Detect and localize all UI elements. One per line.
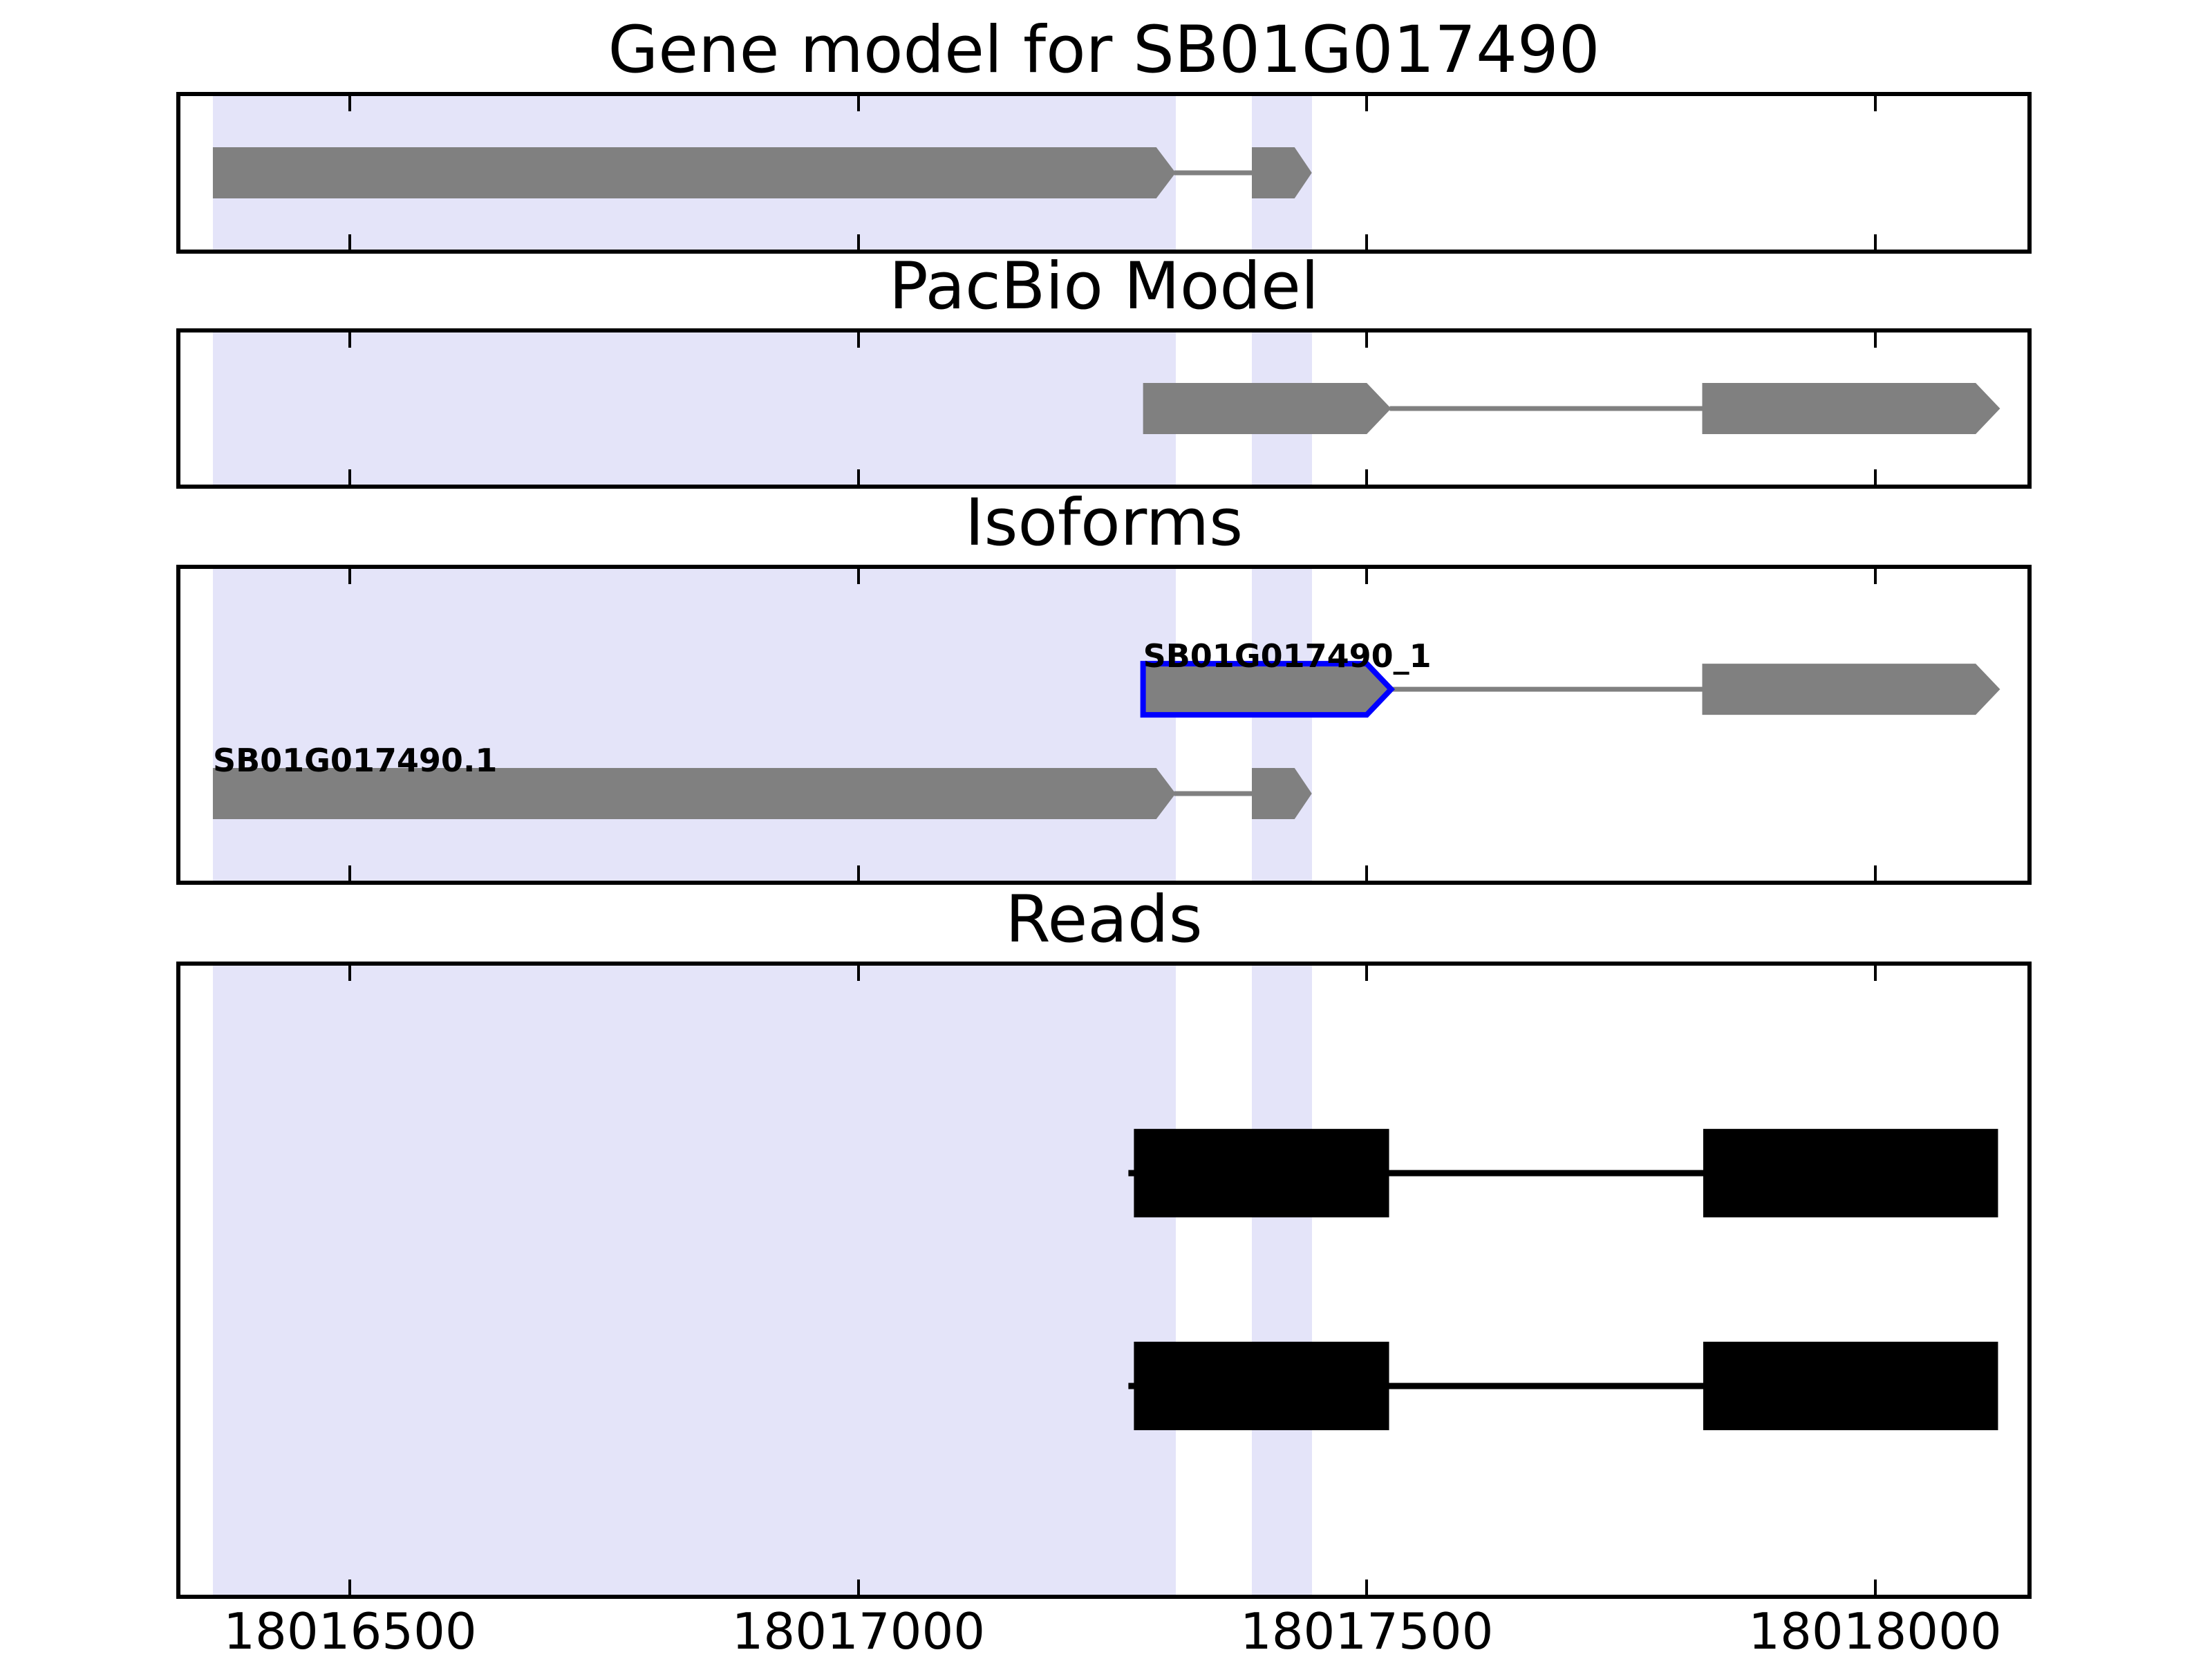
axis-tick <box>856 865 860 881</box>
intron-line <box>1128 1170 1717 1177</box>
panel-isoforms: SB01G017490_1 SB01G017490.1 <box>176 565 2032 885</box>
title-pacbio-model: PacBio Model <box>889 249 1319 324</box>
axis-tick <box>1873 569 1877 584</box>
exon-shape <box>212 147 1176 198</box>
track-canvas <box>212 661 2000 820</box>
axis-tick <box>1365 96 1369 111</box>
axis-tick <box>1365 469 1369 485</box>
x-tick-label: 18016500 <box>223 1602 477 1659</box>
axis-tick <box>856 569 860 584</box>
intron-line <box>1174 170 1266 176</box>
axis-tick <box>348 469 352 485</box>
intron-line <box>1389 406 1716 411</box>
isoform-label: SB01G017490_1 <box>1143 637 1432 675</box>
exon-highlight-span <box>1251 966 1312 1595</box>
exon-shape <box>1702 383 2000 434</box>
axis-tick <box>348 234 352 250</box>
x-tick-label: 18017500 <box>1239 1602 1494 1659</box>
axis-tick <box>348 1580 352 1595</box>
axis-tick <box>856 966 860 981</box>
axis-tick <box>348 865 352 881</box>
axis-tick <box>1873 865 1877 881</box>
track-canvas <box>1143 383 2000 434</box>
read-exon <box>1134 1129 1389 1218</box>
x-tick-label: 18018000 <box>1748 1602 2002 1659</box>
axis-tick <box>856 469 860 485</box>
track-canvas <box>1128 1129 1998 1431</box>
exon-shape <box>212 768 1176 820</box>
axis-tick <box>1365 569 1369 584</box>
panel-reads <box>176 962 2032 1599</box>
x-tick-label: 18017000 <box>731 1602 986 1659</box>
exon-highlight-span <box>212 332 1176 485</box>
axis-tick <box>1873 966 1877 981</box>
axis-tick <box>1365 966 1369 981</box>
selected-exon-shape <box>1140 661 1395 718</box>
axis-tick <box>856 1580 860 1595</box>
exon-shape <box>1143 383 1391 434</box>
exon-highlight-span <box>1251 569 1312 881</box>
read-exon <box>1703 1129 1998 1218</box>
exon-highlight-span <box>212 569 1176 881</box>
axis-tick <box>1873 1580 1877 1595</box>
axis-tick <box>348 332 352 348</box>
axis-tick <box>1873 332 1877 348</box>
axis-tick <box>1365 234 1369 250</box>
exon-shape <box>1251 147 1312 198</box>
isoform-label: SB01G017490.1 <box>212 742 498 780</box>
axis-tick <box>1873 96 1877 111</box>
axis-tick <box>1873 469 1877 485</box>
axis-tick <box>348 96 352 111</box>
axis-tick <box>856 234 860 250</box>
exon-shape <box>1251 768 1312 820</box>
axis-tick <box>1873 234 1877 250</box>
intron-line <box>1128 1382 1717 1389</box>
title-isoforms: Isoforms <box>964 485 1244 561</box>
intron-line <box>1389 686 1716 692</box>
axis-tick <box>856 96 860 111</box>
axis-tick <box>348 569 352 584</box>
exon-highlight-span <box>212 966 1176 1595</box>
read-exon <box>1703 1342 1998 1431</box>
read-exon <box>1134 1342 1389 1431</box>
title-reads: Reads <box>1005 882 1203 957</box>
axis-tick <box>1365 1580 1369 1595</box>
axis-tick <box>1365 332 1369 348</box>
exon-shape <box>1702 664 2000 715</box>
axis-tick <box>1365 865 1369 881</box>
panel-pacbio-model <box>176 328 2032 489</box>
panel-gene-model <box>176 92 2032 254</box>
axis-tick <box>348 966 352 981</box>
intron-line <box>1174 791 1266 796</box>
title-gene-model: Gene model for SB01G017490 <box>608 12 1600 88</box>
track-canvas <box>212 147 1312 198</box>
axis-tick <box>856 332 860 348</box>
